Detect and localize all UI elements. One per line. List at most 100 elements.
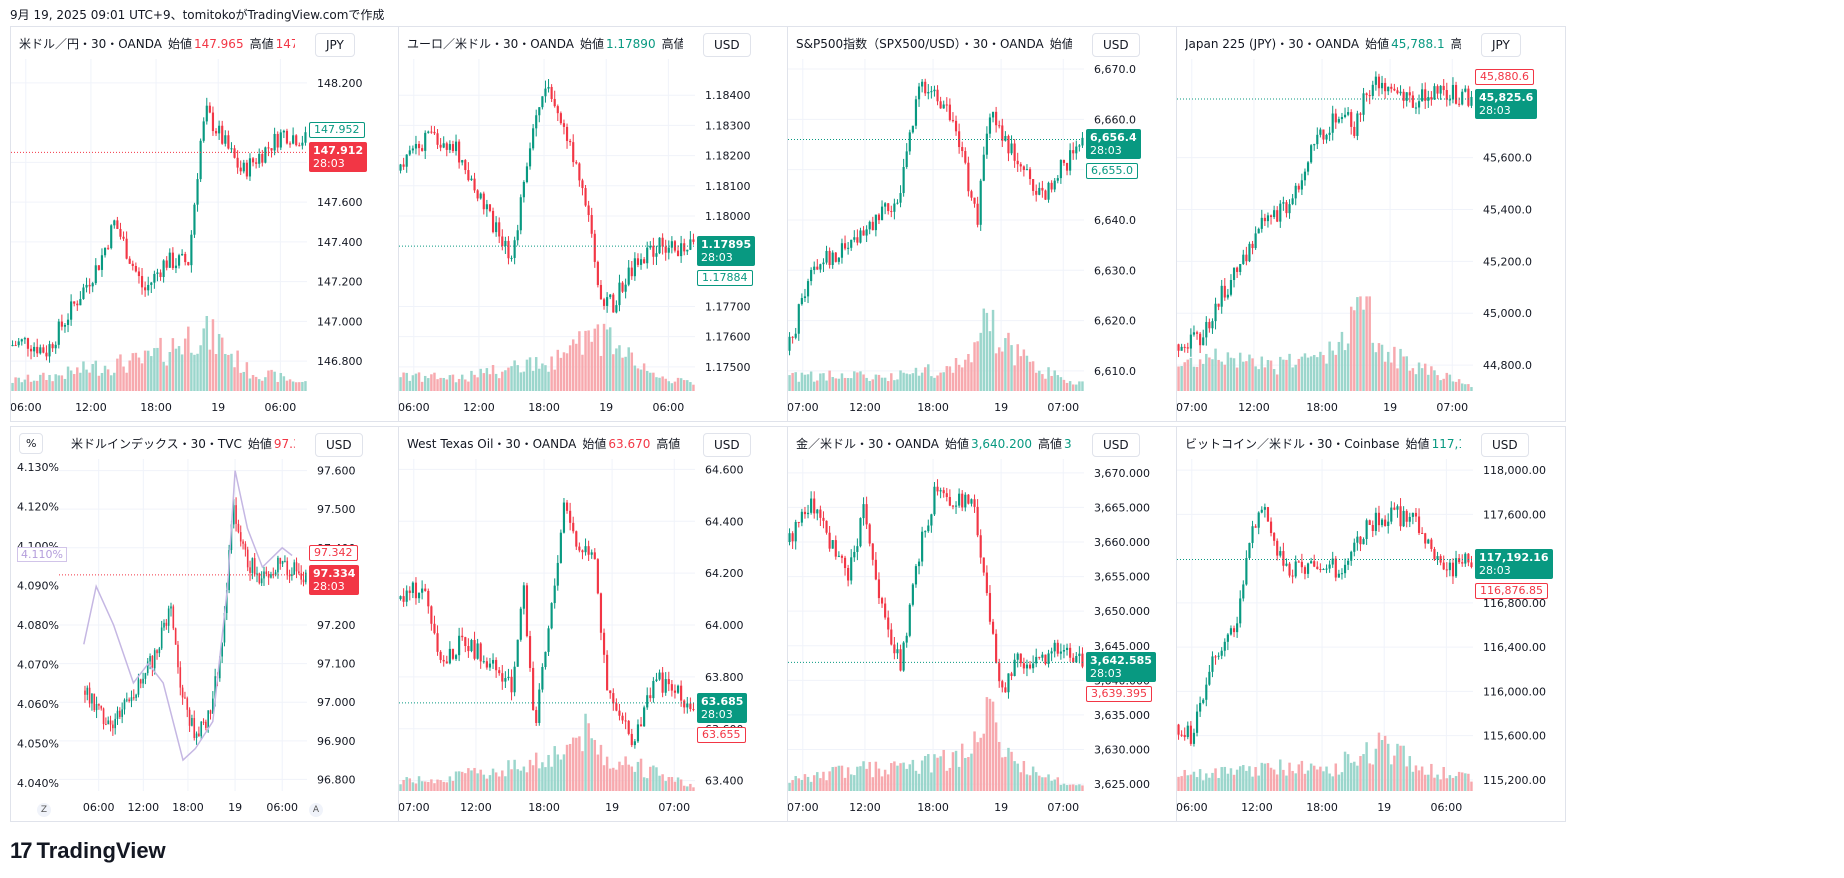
auto-scale-button[interactable]: A [309,803,323,817]
candle-body [288,143,292,145]
candle-body [788,533,791,542]
candle-body [1208,671,1211,685]
candle-body [1306,563,1310,574]
volume-bar [571,339,575,391]
candle-body [1065,162,1069,171]
chart-panel[interactable]: 97.60097.50097.40097.20097.10097.00096.9… [10,426,400,822]
symbol-name[interactable]: 金／米ドル・30・OANDA [796,437,939,451]
volume-bar [233,367,236,391]
candle-body [1282,202,1285,204]
volume-bar [1263,367,1267,391]
candle-body [461,160,464,163]
candle-body [893,644,896,654]
candle-body [590,552,593,555]
candle-body [884,203,887,207]
chart-panel[interactable]: 64.60064.40064.20064.00063.80063.60063.4… [398,426,788,822]
volume-bar [405,777,408,791]
volume-bar [467,381,470,391]
candle-body [1050,651,1053,654]
candle-body [170,606,172,609]
currency-button[interactable]: USD [1481,433,1529,457]
currency-button[interactable]: JPY [315,33,355,57]
candle-body [146,661,149,674]
candle-body [137,679,140,695]
volume-bar [565,744,569,791]
candle-body [945,104,948,106]
candle-body [1467,88,1470,106]
chart-canvas[interactable]: 1.184001.183001.182001.181001.180001.177… [399,27,787,421]
volume-bar [1068,381,1072,391]
symbol-name[interactable]: 米ドル／円・30・OANDA [19,37,162,51]
candle-body [1300,180,1303,190]
volume-bar [60,375,64,391]
candle-body [599,284,603,300]
candle-body [1368,95,1371,97]
chart-canvas[interactable]: 148.200147.800147.600147.400147.200147.0… [11,27,399,421]
currency-button[interactable]: USD [703,33,751,57]
chart-canvas[interactable]: 6,670.06,660.06,650.06,640.06,630.06,620… [788,27,1176,421]
currency-button[interactable]: USD [315,433,363,457]
y-tick-label: 63.400 [705,775,744,788]
chart-panel[interactable]: 118,000.00 117,600.00 116,800.00 116,400.00… [1176,426,1566,822]
volume-bar [1288,762,1291,791]
volume-bar [562,352,566,391]
candle-body [1044,190,1047,200]
x-tick-label: 12:00 [75,401,107,414]
chart-panel[interactable]: 45,600.0 45,400.0 45,200.0 45,000.0 44,800.0… [1176,26,1566,422]
candle-body [1260,509,1263,513]
chart-canvas[interactable]: 3,670.0003,665.0003,660.0003,655.0003,65… [788,427,1176,821]
chart-panel[interactable]: 6,670.06,660.06,650.06,640.06,630.06,620… [787,26,1177,422]
volume-bar [1019,356,1023,391]
candle-body [1430,539,1433,549]
volume-bar [865,377,868,391]
candle-body [874,559,877,580]
volume-bar [464,379,467,391]
volume-bar [673,781,677,791]
candle-body [411,148,414,151]
symbol-name[interactable]: West Texas Oil・30・OANDA [407,437,577,451]
volume-bar [1405,356,1408,391]
candle-body [1007,673,1010,693]
candle-body [1056,642,1059,654]
volume-bar [1374,748,1378,791]
candle-body [504,240,507,247]
currency-button[interactable]: JPY [1481,33,1521,57]
volume-bar [596,754,600,791]
symbol-name[interactable]: S&P500指数（SPX500/USD）・30・OANDA [796,37,1044,51]
chart-panel[interactable]: 148.200147.800147.600147.400147.200147.0… [10,26,400,422]
chart-panel[interactable]: 1.18400 1.18300 1.18200 1.18100 1.18000 1.177… [398,26,788,422]
chart-created-stamp: 9月 19, 2025 09:01 UTC+9、tomitokoがTrading… [10,8,385,22]
candle-body [584,546,587,553]
candle-body [488,663,492,668]
candle-body [491,210,495,233]
symbol-name[interactable]: 米ドルインデックス・30・TVC [71,437,242,451]
volume-bar [658,377,661,391]
volume-bar [457,378,461,391]
volume-bar [911,373,915,391]
currency-button[interactable]: USD [703,433,751,457]
candle-body [1396,90,1399,94]
currency-button[interactable]: USD [1092,433,1140,457]
volume-bar [939,372,942,391]
currency-button[interactable]: USD [1092,33,1140,57]
symbol-name[interactable]: Japan 225 (JPY)・30・OANDA [1185,37,1360,51]
candle-body [902,642,905,671]
percent-scale-button[interactable]: % [19,433,44,454]
chart-canvas[interactable]: 45,600.045,400.045,200.045,000.044,800.0… [1177,27,1565,421]
chart-canvas[interactable]: 97.60097.50097.40097.20097.10097.00096.9… [11,427,399,821]
chart-panel[interactable]: 3,670.000 3,665.000 3,660.000 3,655.000 3,65… [787,426,1177,822]
zoom-button[interactable]: Z [37,803,51,817]
candle-body [887,617,890,630]
x-tick-label: 06:00 [266,801,298,814]
candle-body [485,204,488,210]
y-tick-label: 3,655.000 [1094,571,1150,584]
x-tick-label: 18:00 [917,401,949,414]
chart-canvas[interactable]: 118,000.00117,600.00116,800.00116,400.00… [1177,427,1565,821]
chart-canvas[interactable]: 64.60064.40064.20064.00063.80063.60063.4… [399,427,787,821]
candle-body [1288,563,1291,576]
symbol-name[interactable]: ビットコイン／米ドル・30・Coinbase [1185,437,1400,451]
tradingview-logo[interactable]: 17 TradingView [10,838,166,864]
volume-bar [1238,766,1242,791]
candle-body [1387,86,1390,92]
symbol-name[interactable]: ユーロ／米ドル・30・OANDA [407,37,574,51]
